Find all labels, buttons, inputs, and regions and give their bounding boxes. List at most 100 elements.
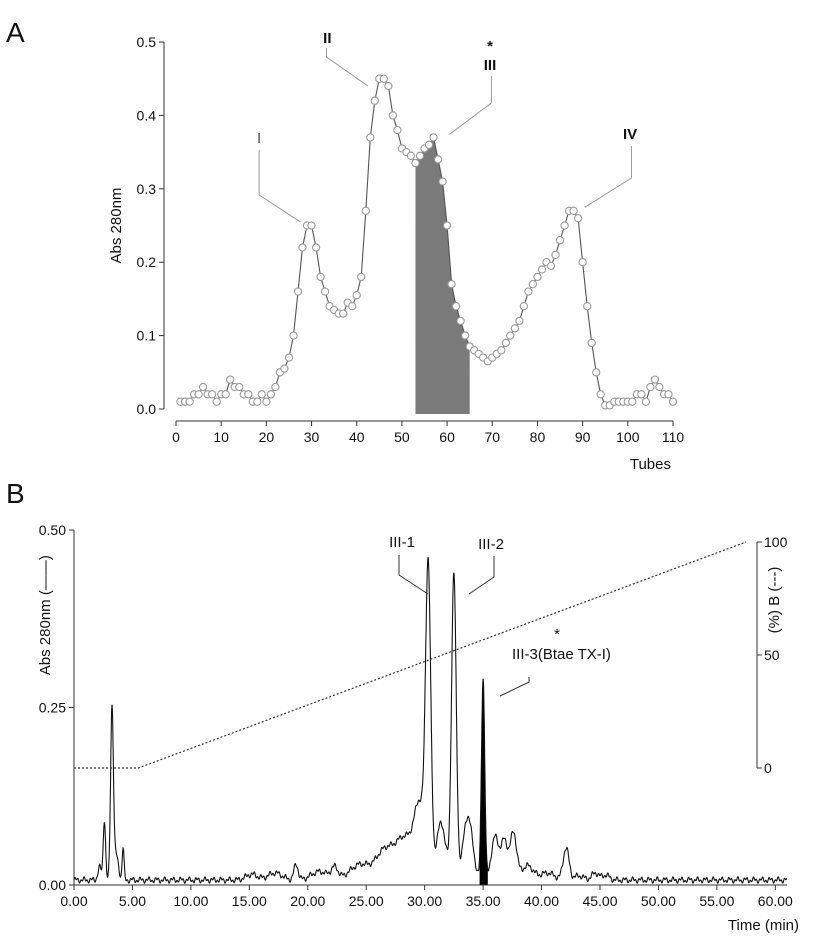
data-point — [655, 382, 664, 392]
peak-significance-marker: * — [554, 626, 560, 643]
data-point — [637, 390, 646, 399]
x-tick-label: 50.00 — [641, 893, 676, 909]
data-point — [461, 331, 470, 340]
x-tick-label: 35.00 — [466, 893, 501, 909]
data-point — [253, 397, 262, 406]
x-axis-label: Tubes — [630, 456, 671, 473]
data-point — [198, 382, 208, 392]
data-point — [370, 96, 379, 105]
data-point — [524, 287, 533, 296]
data-point — [596, 390, 605, 399]
peak-label: III — [484, 57, 497, 74]
x-tick-label: 40 — [349, 429, 365, 445]
data-point — [289, 331, 298, 340]
peak-label: II — [323, 30, 331, 47]
data-point — [366, 133, 375, 142]
data-point — [533, 272, 542, 282]
peak-leader-line — [398, 555, 429, 595]
x-tick-label: 0 — [172, 429, 180, 445]
data-point — [207, 390, 217, 399]
panel-a-label: A — [6, 17, 25, 48]
peak-label: III-1 — [389, 534, 415, 551]
data-point — [244, 390, 253, 399]
y2-tick-label: 50 — [764, 647, 780, 663]
data-point — [429, 133, 438, 142]
data-point — [293, 287, 303, 296]
data-point — [339, 309, 348, 318]
data-point — [424, 140, 434, 149]
data-point — [320, 287, 330, 296]
x-tick-label: 80 — [530, 429, 546, 445]
data-point — [528, 280, 538, 289]
data-point — [411, 158, 420, 168]
peak-leader-line — [449, 76, 492, 135]
data-point — [348, 302, 357, 311]
panel-b-label: B — [6, 478, 25, 509]
data-point — [668, 397, 678, 406]
y-tick-label: 0.50 — [39, 522, 66, 538]
y2-tick-label: 0 — [764, 760, 772, 776]
data-point — [551, 250, 560, 260]
x-tick-label: 10.00 — [173, 893, 208, 909]
data-point — [221, 390, 230, 399]
y-tick-label: 0.25 — [39, 700, 66, 716]
data-point — [497, 346, 506, 355]
data-point — [519, 302, 529, 311]
data-point — [311, 243, 321, 252]
data-point — [592, 368, 601, 377]
peak-label: IV — [623, 126, 637, 143]
data-point — [506, 331, 515, 340]
data-point — [361, 206, 370, 215]
x-tick-label: 20.00 — [290, 893, 325, 909]
chart-a: 0.0 0.1 0.2 0.3 0.4 0.5 0 10 20 30 40 50 60 70 80 90 100… — [108, 30, 684, 473]
peak-leader-line — [468, 556, 495, 595]
y-tick-label: 0.2 — [137, 254, 157, 270]
x-tick-label: 70 — [484, 429, 500, 445]
data-point — [537, 265, 547, 274]
peak-label: I — [257, 130, 261, 147]
data-point — [316, 272, 325, 282]
data-point — [262, 397, 271, 406]
data-point — [266, 390, 276, 399]
data-point — [555, 236, 565, 245]
y-axis-label: Abs 280nm (——) — [37, 555, 54, 675]
data-point — [628, 397, 637, 406]
data-point — [257, 390, 266, 399]
x-tick-label: 90 — [575, 429, 591, 445]
data-point — [357, 272, 366, 282]
peak-leader-line — [258, 150, 301, 223]
data-point — [393, 125, 402, 135]
x-tick-label: 110 — [662, 429, 685, 445]
data-point — [235, 382, 244, 392]
data-point — [226, 375, 235, 384]
chart-b: 0.00 0.25 0.50 Abs 280nm (——) 0 50 100 (%) B (-… — [37, 522, 799, 934]
peak-leader-line — [584, 146, 632, 208]
data-point — [280, 364, 289, 373]
data-point — [438, 177, 447, 186]
x-tick-label: 40.00 — [524, 893, 559, 909]
y-axis-label: Abs 280nm — [108, 188, 125, 264]
data-point — [384, 81, 393, 91]
data-point — [271, 382, 280, 392]
data-point — [641, 397, 651, 406]
peak-label: III-2 — [478, 536, 504, 553]
data-point — [284, 353, 294, 362]
peak-label: III-3(Btae TX-I) — [512, 646, 611, 663]
data-point — [560, 221, 569, 230]
data-point — [546, 261, 556, 271]
data-point — [501, 338, 510, 348]
data-point — [379, 74, 388, 83]
x-tick-label: 30 — [304, 429, 320, 445]
x-tick-label: 25.00 — [349, 893, 384, 909]
data-point — [569, 206, 578, 215]
data-point — [515, 316, 524, 326]
shaded-fraction-iii — [415, 137, 470, 414]
x-tick-label: 5.00 — [119, 893, 146, 909]
y-tick-label: 0.5 — [137, 34, 157, 50]
y-tick-label: 0.1 — [137, 328, 157, 344]
y2-axis-label: (%) B (---) — [766, 567, 783, 634]
data-point — [442, 221, 452, 230]
x-tick-label: 10 — [213, 429, 229, 445]
data-point — [451, 302, 461, 311]
